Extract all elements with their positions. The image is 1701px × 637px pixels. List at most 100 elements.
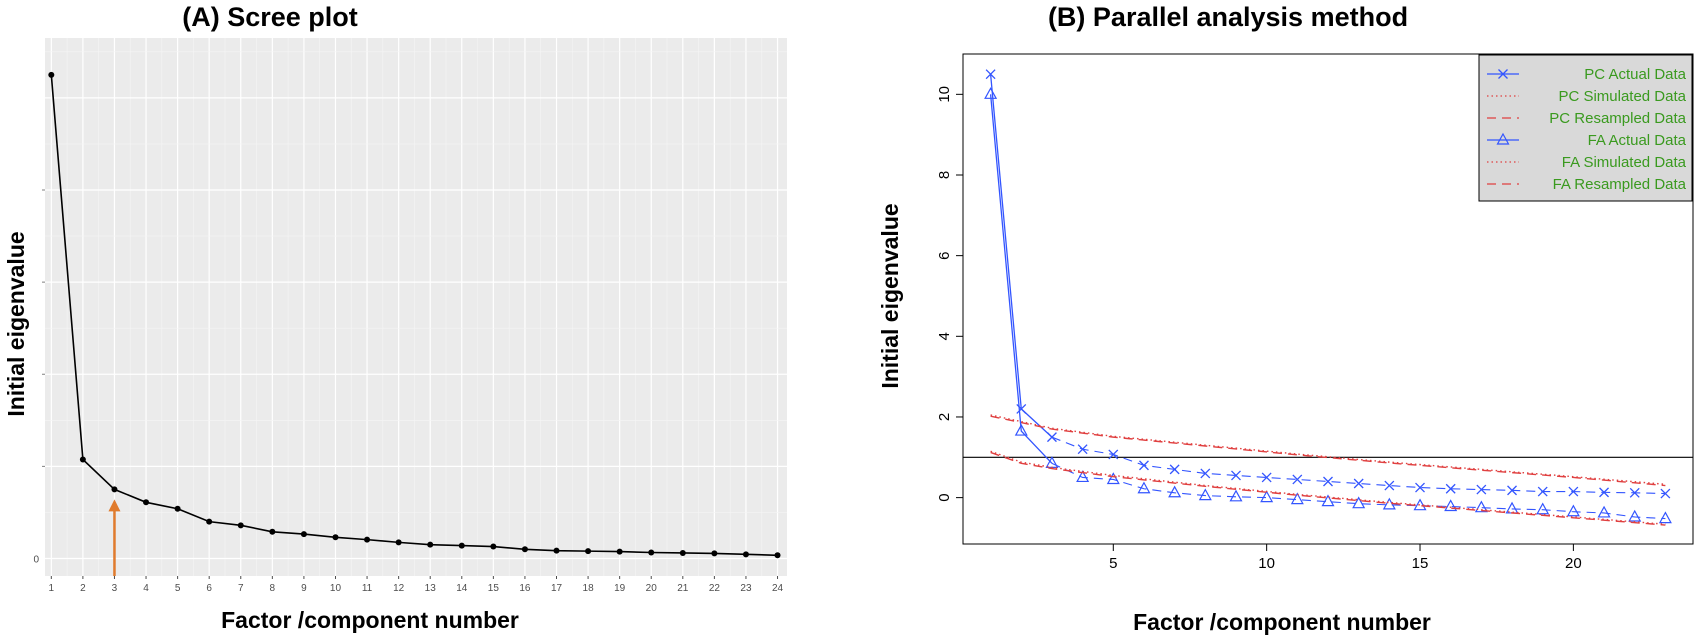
pa-legend-label: FA Simulated Data xyxy=(1562,154,1687,171)
scree-x-tick-label: 10 xyxy=(330,583,342,594)
pa-series-pc-simulated-data xyxy=(990,414,1666,486)
pa-marker-triangle xyxy=(1260,490,1274,503)
pa-series-pc-resampled-data xyxy=(990,415,1666,487)
scree-x-tick-label: 13 xyxy=(425,583,437,594)
scree-plot-arrow-annotation xyxy=(108,499,121,576)
scree-point xyxy=(616,548,623,555)
scree-point xyxy=(648,549,655,556)
pa-marker-triangle xyxy=(1137,481,1151,494)
scree-x-tick-label: 21 xyxy=(677,583,689,594)
pa-marker-x xyxy=(1599,487,1610,498)
pa-series-line-dashed xyxy=(1051,436,1666,495)
pa-series-line xyxy=(990,414,1666,486)
pa-marker-triangle xyxy=(1229,489,1243,502)
pa-marker-triangle xyxy=(1014,423,1028,436)
scree-y-tick-label: 0 xyxy=(33,554,39,565)
scree-x-tick-label: 15 xyxy=(488,583,500,594)
pa-marker-x xyxy=(1169,464,1180,475)
scree-plot-background xyxy=(45,38,787,576)
scree-point xyxy=(427,541,434,548)
scree-point xyxy=(269,528,276,535)
scree-x-tick-label: 24 xyxy=(772,583,784,594)
scree-point xyxy=(553,547,560,554)
scree-point xyxy=(79,456,86,463)
pa-marker-triangle xyxy=(1536,502,1550,515)
parallel-analysis-x-axis-label: Factor /component number xyxy=(1133,609,1431,635)
scree-x-tick-label: 7 xyxy=(238,583,244,594)
scree-x-tick-label: 14 xyxy=(456,583,468,594)
parallel-analysis-legend: PC Actual Data PC Simulated Data PC Resamp… xyxy=(1478,54,1693,202)
pa-marker-x xyxy=(985,69,996,80)
scree-plot-panel: (A) Scree plot 1 2 3 4 5 6 7 8 9 10 11 12 13 14 15 16 17… xyxy=(3,2,787,633)
pa-marker-x xyxy=(1200,468,1211,479)
scree-x-tick-label: 2 xyxy=(80,583,86,594)
pa-marker-triangle xyxy=(1290,492,1304,505)
pa-marker-triangle xyxy=(1444,499,1458,512)
scree-point xyxy=(364,536,371,543)
pa-series-fa-simulated-data xyxy=(990,450,1666,525)
pa-legend-label: FA Resampled Data xyxy=(1553,176,1687,193)
parallel-analysis-panel: (B) Parallel analysis method 0 2 4 6 8 10 5 10 1… xyxy=(877,2,1694,635)
pa-legend-label: PC Resampled Data xyxy=(1549,110,1686,127)
pa-legend-label: PC Simulated Data xyxy=(1558,88,1686,105)
pa-series-fa-actual-data xyxy=(984,87,1672,524)
scree-x-tick-label: 3 xyxy=(112,583,118,594)
pa-marker-x xyxy=(1231,470,1241,481)
pa-series-line-solid xyxy=(989,94,1053,464)
pa-legend-box xyxy=(1478,54,1693,202)
pa-legend-label: PC Actual Data xyxy=(1584,66,1686,83)
pa-marker-x xyxy=(1323,476,1333,487)
scree-point xyxy=(742,551,749,558)
scree-x-tick-label: 19 xyxy=(614,583,626,594)
pa-marker-triangle xyxy=(1106,472,1120,485)
scree-plot-x-axis-label: Factor /component number xyxy=(221,607,519,633)
pa-marker-x xyxy=(1537,486,1548,497)
scree-point xyxy=(206,518,213,525)
scree-x-tick-label: 22 xyxy=(709,583,721,594)
pa-marker-x xyxy=(1445,483,1456,494)
scree-point xyxy=(48,71,55,78)
pa-legend-label: FA Actual Data xyxy=(1588,132,1687,149)
scree-x-tick-label: 8 xyxy=(270,583,276,594)
pa-marker-triangle xyxy=(1352,496,1366,509)
scree-point xyxy=(332,534,339,541)
pa-marker-x xyxy=(1292,474,1303,485)
pa-marker-x xyxy=(1384,480,1395,491)
pa-series-fa-resampled-data xyxy=(990,451,1666,526)
scree-x-tick-label: 1 xyxy=(49,583,55,594)
pa-y-tick-label: 0 xyxy=(936,493,953,501)
pa-marker-x xyxy=(1629,487,1640,498)
pa-marker-triangle xyxy=(1628,509,1642,522)
scree-x-tick-label: 9 xyxy=(301,583,307,594)
pa-marker-triangle xyxy=(1076,470,1090,483)
pa-series-line-dashed xyxy=(1051,462,1666,520)
parallel-analysis-title: (B) Parallel analysis method xyxy=(1048,2,1408,32)
pa-marker-triangle xyxy=(984,87,998,99)
scree-point xyxy=(111,486,118,493)
pa-marker-x xyxy=(1016,403,1027,414)
scree-plot-x-ticks: 1 2 3 4 5 6 7 8 9 10 11 12 13 14 15 16 17 18 19 20 21 22 23 24 xyxy=(49,576,784,594)
scree-point xyxy=(174,505,181,512)
pa-y-tick-label: 10 xyxy=(936,86,953,103)
pa-marker-x xyxy=(1568,486,1579,497)
pa-series-pc-actual-data xyxy=(985,69,1671,499)
scree-x-tick-label: 5 xyxy=(175,583,181,594)
pa-marker-triangle xyxy=(1321,494,1335,507)
parallel-analysis-series xyxy=(984,69,1672,526)
scree-x-tick-label: 12 xyxy=(393,583,405,594)
scree-point xyxy=(395,539,402,546)
scree-point xyxy=(679,549,686,556)
pa-marker-x xyxy=(1261,472,1272,483)
pa-marker-triangle xyxy=(1198,488,1212,501)
scree-x-tick-label: 18 xyxy=(583,583,595,594)
pa-marker-x xyxy=(1498,69,1508,79)
pa-marker-x xyxy=(1476,484,1487,495)
pa-marker-triangle xyxy=(1597,505,1611,518)
scree-x-tick-label: 4 xyxy=(143,583,149,594)
scree-point xyxy=(585,548,592,555)
scree-point xyxy=(774,552,781,559)
parallel-analysis-axes: 0 2 4 6 8 10 5 10 15 20 xyxy=(936,86,1693,572)
pa-x-tick-label: 10 xyxy=(1258,555,1275,572)
pa-marker-x xyxy=(1415,482,1425,493)
